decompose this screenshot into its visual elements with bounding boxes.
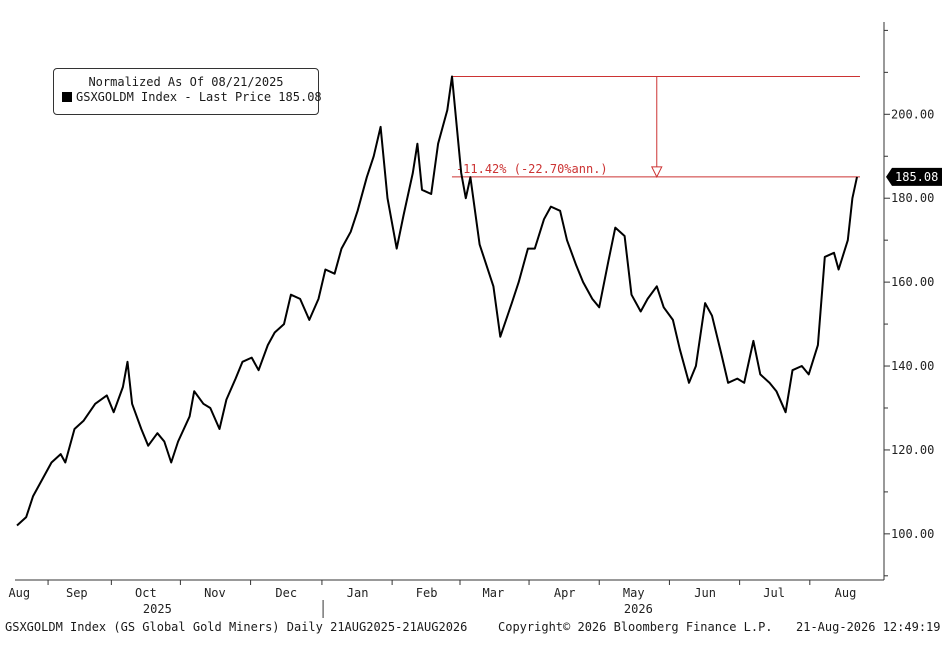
x-tick-label: Nov: [204, 586, 226, 600]
x-tick-label: Dec: [275, 586, 297, 600]
x-tick-label: Jun: [694, 586, 716, 600]
axes: 100.00 120.00 140.00 160.00 180.00 200.00 Aug S…: [8, 22, 942, 618]
last-price-tag: [886, 167, 942, 186]
footer-index-description: GSXGOLDM Index (GS Global Gold Miners) D…: [5, 620, 468, 634]
x-tick-label: Aug: [835, 586, 857, 600]
y-tick-label: 140.00: [891, 359, 934, 373]
x-tick-label: Aug: [8, 586, 30, 600]
y-tick-label: 100.00: [891, 527, 934, 541]
x-tick-label: Sep: [66, 586, 88, 600]
x-tick-label: Feb: [416, 586, 438, 600]
legend-box: Normalized As Of 08/21/2025 GSXGOLDM Ind…: [53, 68, 322, 115]
price-line-group: [16, 75, 858, 527]
x-tick-label: May: [623, 586, 645, 600]
price-line: [16, 75, 858, 527]
x-tick-label: Oct: [135, 586, 157, 600]
footer-copyright: Copyright© 2026 Bloomberg Finance L.P.: [498, 620, 773, 634]
legend-entry: GSXGOLDM Index - Last Price 185.08: [62, 90, 322, 105]
x-tick-label: Jul: [763, 586, 785, 600]
y-tick-label: 180.00: [891, 191, 934, 205]
last-price-label: 185.08: [895, 170, 938, 184]
y-tick-label: 160.00: [891, 275, 934, 289]
x-tick-label: Jan: [347, 586, 369, 600]
x-year-label: 2026: [624, 602, 653, 616]
x-year-label: 2025: [143, 602, 172, 616]
y-tick-label: 120.00: [891, 443, 934, 457]
legend-series-label: GSXGOLDM Index - Last Price 185.08: [76, 90, 322, 104]
x-tick-label: Mar: [483, 586, 505, 600]
drawdown-label: -11.42% (-22.70%ann.): [456, 162, 608, 176]
x-tick-label: Apr: [554, 586, 576, 600]
y-tick-label: 200.00: [891, 107, 934, 121]
footer-timestamp: 21-Aug-2026 12:49:19: [796, 620, 941, 634]
legend-swatch: [62, 92, 72, 102]
drawdown-annotation: -11.42% (-22.70%ann.): [451, 76, 860, 179]
legend-normalized-note: Normalized As Of 08/21/2025: [88, 75, 284, 89]
drawdown-arrow-head: [650, 166, 663, 179]
